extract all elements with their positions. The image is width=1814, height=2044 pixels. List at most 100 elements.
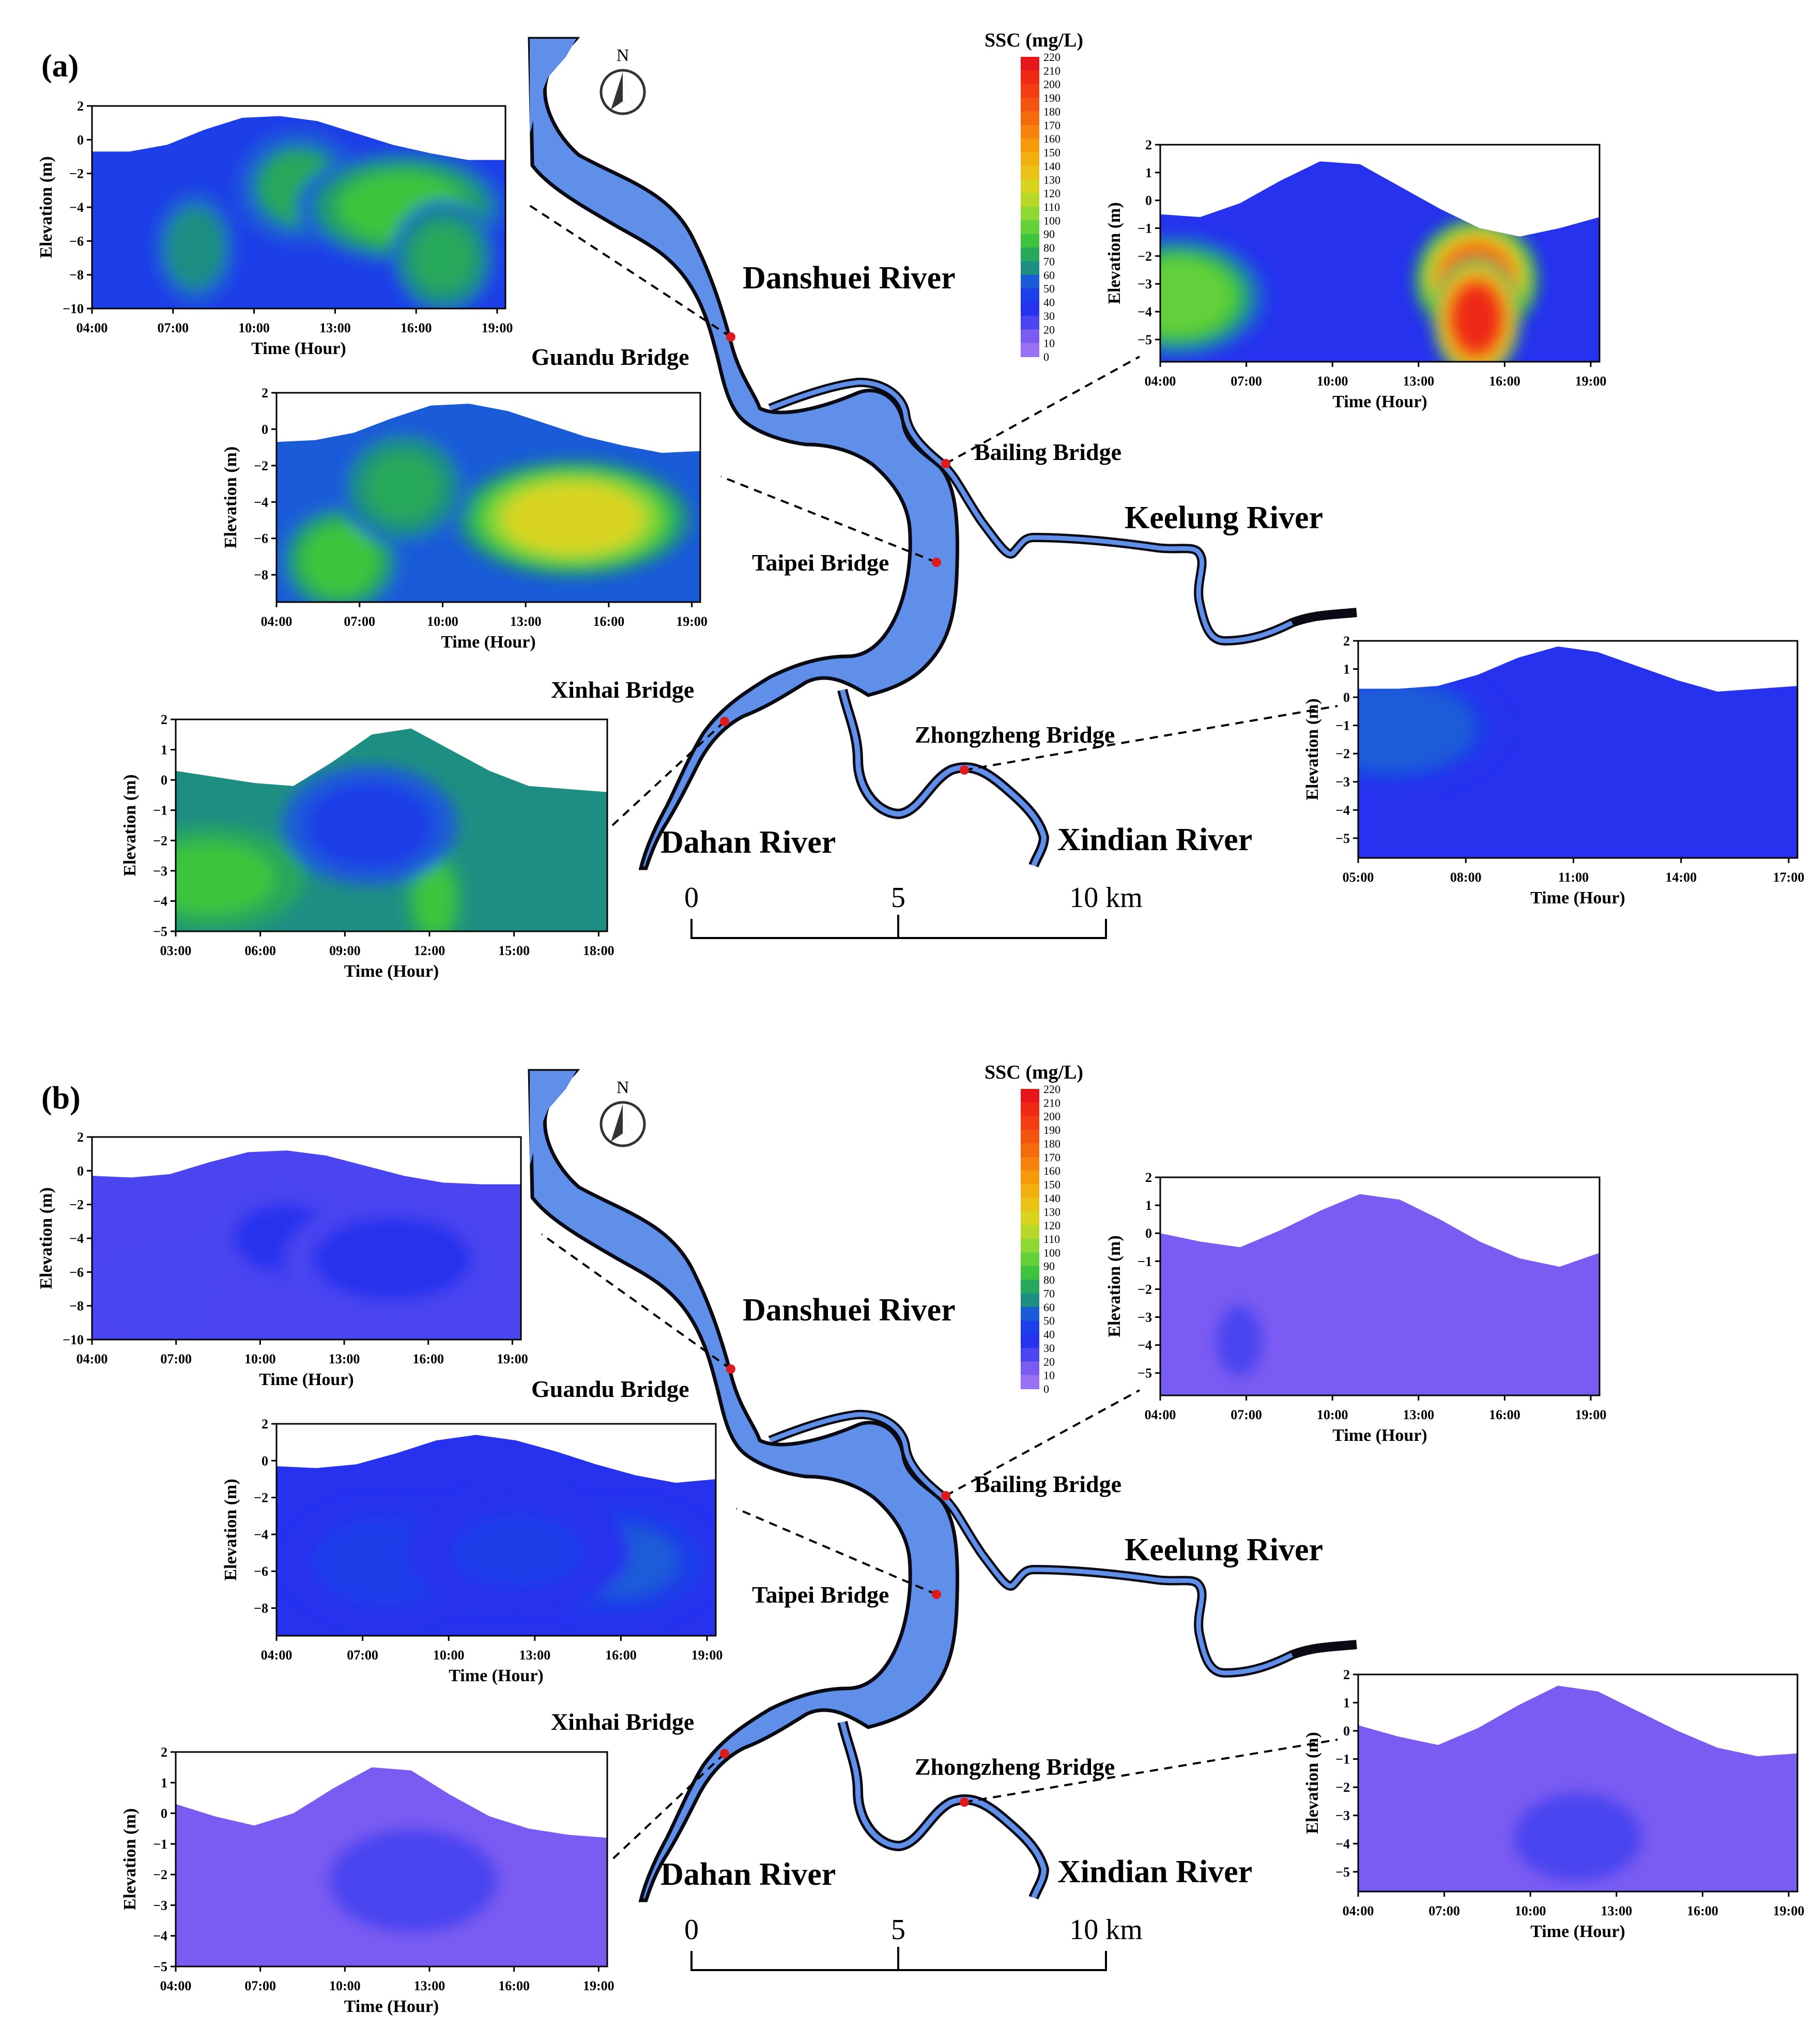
x-axis-label: Time (Hour) — [259, 1370, 354, 1389]
colorbar-tick: 210 — [1043, 64, 1060, 77]
ssc-contour — [365, 452, 442, 522]
colorbar-tick: 130 — [1043, 173, 1060, 186]
y-axis-label: Elevation (m) — [120, 1808, 140, 1910]
y-tick-label: 2 — [1343, 1667, 1350, 1682]
y-axis-label: Elevation (m) — [37, 1187, 56, 1289]
y-tick-label: −3 — [1137, 1310, 1152, 1325]
ssc-contour — [415, 864, 454, 931]
y-tick-label: −5 — [1335, 1865, 1350, 1880]
y-tick-label: 1 — [161, 743, 167, 758]
y-tick-label: 1 — [161, 1775, 167, 1790]
north-arrow-icon — [599, 69, 646, 115]
ssc-contour — [1450, 282, 1503, 355]
y-tick-label: −1 — [153, 803, 167, 818]
scale-label-5: 5 — [891, 882, 905, 914]
x-tick-label: 16:00 — [1489, 374, 1520, 389]
x-tick-label: 19:00 — [1575, 374, 1607, 389]
bridge-marker — [726, 332, 735, 342]
x-tick-label: 07:00 — [344, 614, 375, 629]
x-axis-label: Time (Hour) — [251, 339, 346, 358]
x-tick-label: 07:00 — [160, 1351, 192, 1366]
colorbar-tick: 220 — [1043, 51, 1060, 64]
y-tick-label: −6 — [69, 1265, 84, 1280]
ssc-contour — [503, 483, 643, 554]
colorbar-tick: 50 — [1043, 282, 1055, 295]
colorbar-band — [1021, 1116, 1039, 1131]
colorbar-band — [1021, 152, 1039, 166]
bridge-marker — [960, 1797, 969, 1807]
colorbar-tick: 150 — [1043, 1178, 1060, 1191]
x-tick-label: 16:00 — [1489, 1407, 1520, 1422]
y-tick-label: −2 — [69, 166, 84, 181]
leader-line — [964, 1739, 1338, 1803]
colorbar-tick: 200 — [1043, 1110, 1060, 1123]
colorbar-band — [1021, 329, 1039, 344]
x-tick-label: 16:00 — [498, 1978, 530, 1993]
y-tick-label: −1 — [153, 1837, 167, 1852]
coast-patch — [530, 1071, 576, 1208]
colorbar-band — [1021, 1171, 1039, 1185]
y-tick-label: −8 — [254, 1601, 268, 1616]
colorbar-band — [1021, 84, 1039, 99]
x-tick-label: 10:00 — [1317, 1407, 1348, 1422]
y-tick-label: 0 — [262, 422, 268, 437]
colorbar-tick: 50 — [1043, 1314, 1055, 1327]
y-tick-label: −2 — [1137, 1282, 1152, 1297]
x-tick-label: 10:00 — [244, 1351, 276, 1366]
colorbar-tick: 150 — [1043, 146, 1060, 159]
x-tick-label: 16:00 — [605, 1648, 637, 1663]
colorbar-tick: 40 — [1043, 296, 1055, 309]
panel-label: (b) — [41, 1081, 81, 1116]
bridge-marker — [960, 765, 969, 775]
colorbar-band — [1021, 207, 1039, 221]
y-tick-label: −2 — [69, 1197, 84, 1212]
colorbar-band — [1021, 179, 1039, 194]
scale-label-0: 0 — [684, 882, 699, 914]
bridge-label: Guandu Bridge — [531, 344, 689, 370]
y-tick-label: −2 — [1335, 1780, 1350, 1795]
y-tick-label: −6 — [254, 531, 268, 546]
colorbar-tick: 170 — [1043, 1151, 1060, 1164]
ssc-contour — [328, 1224, 457, 1293]
colorbar-tick: 160 — [1043, 1164, 1060, 1177]
colorbar-tick: 110 — [1043, 201, 1060, 213]
colorbar-tick: 80 — [1043, 1273, 1055, 1286]
colorbar-tick: 120 — [1043, 1219, 1060, 1232]
x-tick-label: 04:00 — [1145, 1407, 1176, 1422]
xindian-river-fill — [840, 689, 1047, 867]
bridge-label: Guandu Bridge — [531, 1376, 689, 1402]
colorbar-tick: 60 — [1043, 1301, 1055, 1314]
leader-line — [525, 202, 732, 338]
colorbar-tick: 90 — [1043, 228, 1055, 241]
y-tick-label: 2 — [77, 1130, 84, 1145]
x-tick-label: 06:00 — [244, 943, 276, 958]
x-axis-label: Time (Hour) — [441, 633, 536, 652]
y-tick-label: −2 — [254, 458, 268, 473]
colorbar-band — [1021, 1089, 1039, 1103]
y-tick-label: −4 — [254, 495, 268, 510]
keelung-river-fill — [769, 380, 1294, 643]
ssc-contour — [302, 525, 378, 595]
x-tick-label: 16:00 — [412, 1351, 444, 1366]
bridge-label: Taipei Bridge — [752, 1581, 889, 1608]
colorbar-band — [1021, 1225, 1039, 1239]
x-tick-label: 04:00 — [76, 1351, 108, 1366]
colorbar-band — [1021, 98, 1039, 112]
colorbar-band — [1021, 1157, 1039, 1172]
x-tick-label: 07:00 — [1231, 374, 1262, 389]
colorbar-tick: 20 — [1043, 323, 1055, 336]
y-tick-label: 2 — [161, 1745, 167, 1760]
scale-label-5: 5 — [891, 1914, 905, 1946]
bridge-marker — [720, 1749, 729, 1758]
x-axis-label: Time (Hour) — [1332, 1426, 1427, 1445]
x-tick-label: 04:00 — [1343, 1903, 1374, 1918]
x-tick-label: 19:00 — [676, 614, 708, 629]
leader-line — [611, 1753, 726, 1860]
river-label: Keelung River — [1125, 1532, 1323, 1567]
x-tick-label: 16:00 — [1687, 1903, 1718, 1918]
bridge-label: Zhongzheng Bridge — [915, 721, 1115, 748]
section-chart: 2 0 −2 −4 −6 −8 −10 04:00 07:00 10:00 13:00 16:00 19… — [37, 1130, 528, 1389]
y-tick-label: −4 — [1335, 1836, 1350, 1851]
colorbar-band — [1021, 1293, 1039, 1308]
north-label: N — [617, 46, 629, 65]
